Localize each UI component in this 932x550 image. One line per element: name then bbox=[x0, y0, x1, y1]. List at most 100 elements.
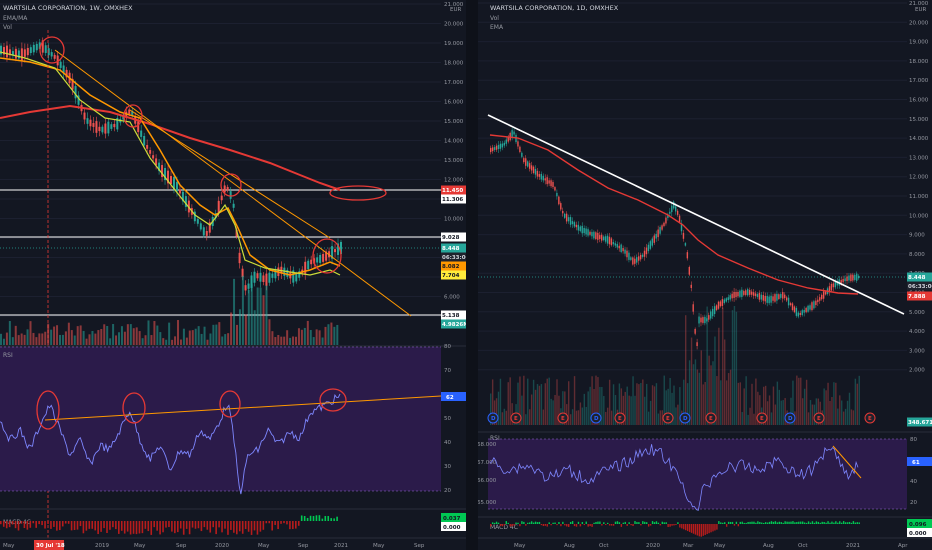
price-candle bbox=[655, 233, 657, 239]
price-candle bbox=[325, 251, 328, 261]
price-candle bbox=[834, 281, 837, 288]
macd-histogram-bar bbox=[97, 521, 99, 535]
macd-histogram-bar bbox=[634, 521, 636, 524]
macd-histogram-bar bbox=[803, 522, 806, 524]
price-candle bbox=[690, 284, 692, 288]
volume-bar bbox=[683, 379, 685, 425]
macd-histogram-bar bbox=[850, 522, 853, 524]
right-chart-pane[interactable]: 21.000 20.000 19.000 18.000 17.000 16.000 15.0… bbox=[478, 0, 932, 550]
price-candle bbox=[649, 241, 652, 249]
volume-bar bbox=[776, 381, 779, 425]
price-candle bbox=[713, 306, 716, 314]
price-candle bbox=[29, 47, 32, 53]
macd-histogram-bar bbox=[856, 522, 858, 524]
price-candle bbox=[59, 61, 62, 68]
macd-histogram-bar bbox=[292, 521, 294, 530]
price-candle bbox=[696, 342, 698, 347]
price-candle bbox=[235, 229, 238, 237]
volume-bar bbox=[236, 324, 238, 345]
volume-bar bbox=[595, 375, 597, 425]
volume-bar bbox=[569, 414, 572, 425]
macd-histogram-bar bbox=[614, 521, 617, 524]
volume-bar bbox=[523, 375, 525, 425]
volume-bar bbox=[109, 338, 112, 345]
price-candle bbox=[706, 318, 708, 322]
macd-histogram-bar bbox=[511, 524, 513, 527]
price-candle bbox=[20, 48, 23, 61]
macd-histogram-bar bbox=[608, 524, 611, 526]
price-candle bbox=[184, 196, 187, 207]
price-candle bbox=[785, 297, 788, 301]
volume-bar bbox=[599, 386, 601, 425]
price-candle bbox=[686, 252, 689, 259]
price-candle bbox=[616, 243, 618, 248]
price-axis-tick: 20.000 bbox=[909, 20, 929, 26]
volume-bar bbox=[817, 398, 819, 425]
volume-bar bbox=[333, 326, 336, 345]
volume-bar bbox=[221, 336, 224, 345]
macd-histogram-bar bbox=[768, 521, 771, 524]
price-tag-text: 7.704 bbox=[442, 273, 460, 279]
macd-histogram-bar bbox=[177, 521, 179, 533]
price-candle bbox=[811, 302, 813, 311]
macd-histogram-bar bbox=[532, 522, 535, 524]
price-tag bbox=[441, 252, 466, 262]
volume-bar bbox=[661, 410, 663, 425]
volume-bar bbox=[203, 326, 206, 345]
price-axis-tick: 15.000 bbox=[909, 117, 929, 123]
price-candle bbox=[774, 294, 776, 302]
macd-histogram-bar bbox=[790, 521, 792, 524]
price-candle bbox=[562, 210, 564, 214]
price-candle bbox=[602, 236, 605, 241]
macd-histogram-bar bbox=[725, 524, 728, 527]
price-candle bbox=[784, 294, 786, 299]
volume-bar bbox=[79, 325, 82, 345]
volume-bar bbox=[714, 336, 716, 425]
volume-bar bbox=[581, 407, 584, 425]
price-tag-text: 5.138 bbox=[442, 313, 460, 319]
macd-histogram-bar bbox=[336, 516, 338, 521]
macd-histogram-bar bbox=[800, 521, 802, 524]
price-candle bbox=[253, 271, 256, 283]
price-candle bbox=[128, 109, 131, 115]
macd-histogram-bar bbox=[536, 522, 539, 524]
volume-bar bbox=[548, 377, 550, 425]
price-candle bbox=[579, 226, 581, 231]
price-tag bbox=[907, 417, 932, 427]
right-chart-canvas[interactable]: 21.000 20.000 19.000 18.000 17.000 16.000 15.0… bbox=[478, 0, 932, 550]
macd-histogram-bar bbox=[515, 522, 517, 524]
price-candle bbox=[523, 158, 525, 163]
macd-histogram-bar bbox=[562, 521, 564, 524]
macd-histogram-bar bbox=[786, 521, 788, 524]
price-candle bbox=[519, 146, 521, 153]
macd-histogram-bar bbox=[497, 522, 500, 524]
price-candle bbox=[715, 305, 718, 311]
price-candle bbox=[610, 238, 613, 246]
price-candle bbox=[676, 210, 679, 215]
time-axis-tick: 2020 bbox=[646, 543, 660, 549]
macd-histogram-bar bbox=[755, 522, 757, 524]
event-marker-text: E bbox=[709, 416, 713, 422]
macd-histogram-bar bbox=[324, 516, 327, 521]
volume-bar bbox=[591, 376, 593, 425]
price-tag-text: 8.448 bbox=[442, 246, 460, 252]
macd-histogram-bar bbox=[85, 521, 88, 531]
left-chart-canvas[interactable]: 21.000 20.000 19.000 18.000 17.000 16.000 15.0… bbox=[0, 0, 466, 550]
volume-bar bbox=[763, 386, 765, 425]
price-candle bbox=[536, 170, 539, 177]
volume-bar bbox=[729, 369, 732, 425]
price-candle bbox=[770, 295, 772, 303]
price-candle bbox=[585, 228, 587, 235]
volume-bar bbox=[277, 334, 280, 345]
left-chart-pane[interactable]: 21.000 20.000 19.000 18.000 17.000 16.000 15.0… bbox=[0, 0, 466, 550]
price-candle bbox=[671, 205, 673, 213]
price-candle bbox=[848, 275, 850, 281]
macd-histogram-bar bbox=[221, 521, 223, 533]
volume-bar bbox=[26, 329, 29, 345]
volume-bar bbox=[491, 379, 494, 425]
macd-histogram-bar bbox=[766, 522, 769, 524]
macd-histogram-bar bbox=[848, 521, 851, 524]
macd-histogram-bar bbox=[796, 521, 798, 524]
macd-histogram-bar bbox=[642, 521, 644, 524]
pane-divider[interactable] bbox=[466, 0, 478, 550]
